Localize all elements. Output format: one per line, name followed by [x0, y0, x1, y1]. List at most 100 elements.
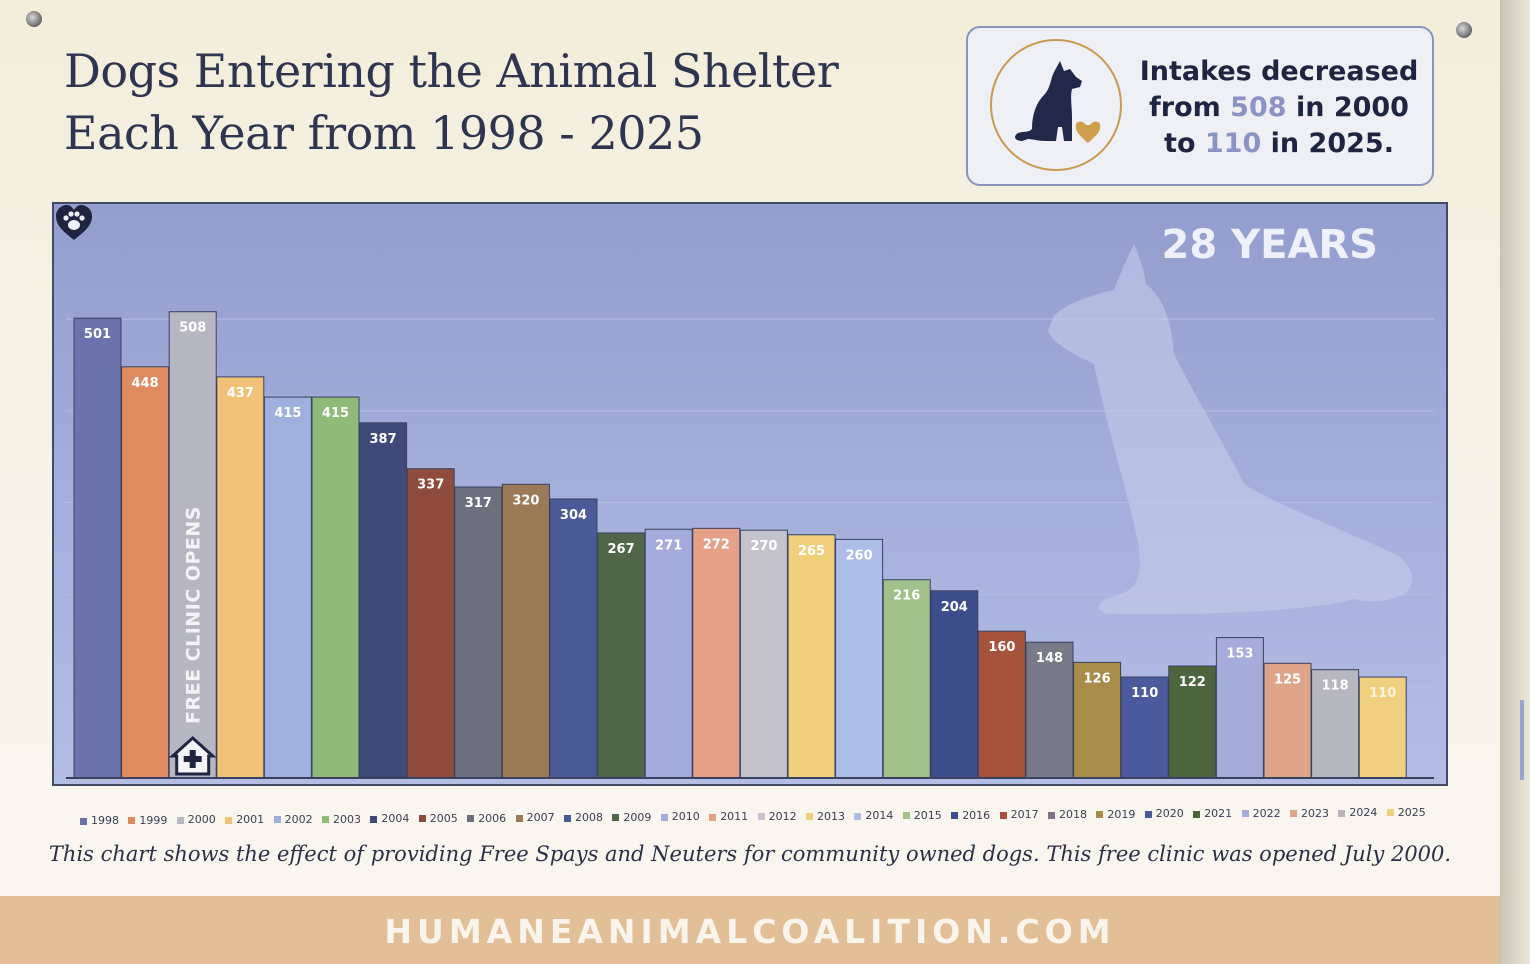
legend-swatch — [273, 816, 281, 824]
value-label-2018: 148 — [1036, 651, 1063, 666]
legend-swatch — [999, 811, 1007, 819]
footer-band — [0, 896, 1500, 964]
callout-text-part: to — [1164, 128, 1205, 159]
legend-item-2009: 2009 — [612, 811, 651, 824]
legend-label: 2014 — [865, 809, 894, 823]
legend-item-2021: 2021 — [1193, 807, 1232, 820]
value-label-1999: 448 — [132, 376, 159, 391]
value-label-2007: 320 — [512, 493, 539, 508]
bar-2009 — [597, 532, 646, 779]
value-label-2006: 317 — [465, 496, 492, 511]
legend-item-2022: 2022 — [1241, 807, 1281, 820]
title-line-1: Dogs Entering the Animal Shelter — [64, 44, 839, 98]
legend-swatch — [564, 814, 571, 822]
bar-2023 — [1263, 662, 1312, 779]
value-label-2000: 508 — [179, 321, 206, 336]
bar-1998 — [73, 317, 122, 779]
bar-2024 — [1311, 669, 1360, 779]
callout-value-from: 508 — [1230, 92, 1287, 123]
legend-label: 2020 — [1155, 807, 1184, 821]
legend-swatch — [1048, 811, 1055, 819]
value-label-2010: 271 — [655, 538, 682, 553]
value-label-2016: 204 — [941, 600, 968, 615]
callout-text-part: in 2000 — [1286, 92, 1409, 123]
value-label-2008: 304 — [560, 508, 587, 523]
value-label-2021: 122 — [1179, 675, 1206, 690]
legend-swatch — [370, 815, 378, 823]
legend-item-2007: 2007 — [515, 811, 555, 824]
value-label-2004: 387 — [370, 432, 397, 447]
legend-swatch — [951, 812, 959, 820]
legend-item-2001: 2001 — [225, 813, 264, 826]
legend-item-2010: 2010 — [660, 810, 700, 824]
value-label-2002: 415 — [274, 406, 301, 421]
legend-swatch — [1144, 810, 1152, 818]
legend-item-2011: 2011 — [709, 810, 748, 823]
value-label-2023: 125 — [1274, 672, 1301, 687]
bar-2008 — [549, 498, 598, 779]
legend-item-2017: 2017 — [999, 808, 1039, 822]
bar-2006 — [454, 486, 503, 779]
value-label-2024: 118 — [1322, 679, 1349, 694]
value-label-2015: 216 — [893, 589, 920, 604]
years-badge: 28 YEARS — [1161, 222, 1378, 268]
legend-item-2019: 2019 — [1096, 808, 1135, 821]
legend-label: 1999 — [139, 813, 168, 827]
legend-label: 2000 — [187, 813, 216, 827]
value-label-2025: 110 — [1369, 686, 1396, 701]
legend-swatch — [1096, 811, 1104, 819]
legend-label: 2010 — [671, 810, 700, 824]
bar-2007 — [501, 483, 550, 779]
legend-label: 2017 — [1010, 808, 1039, 822]
legend-swatch — [1241, 810, 1249, 818]
legend-swatch — [1386, 809, 1394, 817]
legend-label: 2004 — [381, 812, 410, 826]
legend-swatch — [176, 816, 184, 824]
legend-swatch — [418, 815, 426, 823]
bar-1999 — [121, 366, 170, 779]
value-label-2013: 265 — [798, 544, 825, 559]
callout-text-part: from — [1149, 92, 1231, 123]
callout-line-2: from 508 in 2000 — [1138, 90, 1420, 126]
legend-swatch — [225, 816, 233, 824]
paw-heart-icon — [56, 205, 92, 240]
legend-label: 2008 — [575, 811, 603, 824]
legend-swatch — [902, 812, 910, 820]
legend-item-2012: 2012 — [757, 810, 797, 823]
bar-2015 — [882, 579, 931, 779]
legend-item-2002: 2002 — [273, 812, 313, 826]
chart-canvas: 501 448 508 437 415 415 387 337 317 320 304 267 271 2… — [66, 244, 1434, 779]
bar-2013 — [787, 534, 836, 779]
value-label-2017: 160 — [988, 640, 1015, 655]
legend-item-2015: 2015 — [902, 809, 942, 822]
legend-item-1998: 1998 — [80, 814, 119, 827]
value-label-2005: 337 — [417, 478, 444, 493]
legend-swatch — [806, 813, 813, 820]
legend-swatch — [709, 813, 717, 821]
bar-2012 — [739, 529, 788, 779]
legend-item-2000: 2000 — [176, 813, 216, 827]
legend-label: 2002 — [284, 812, 313, 826]
bar-2001 — [216, 376, 265, 779]
value-label-2001: 437 — [227, 386, 254, 401]
dog-with-heart-icon — [990, 39, 1122, 171]
bar-2017 — [977, 630, 1026, 779]
free-clinic-annotation: FREE CLINIC OPENS — [183, 506, 205, 724]
clinic-house-icon — [168, 735, 217, 776]
value-label-2014: 260 — [846, 548, 873, 563]
screw-icon — [1456, 22, 1472, 38]
legend-label: 2016 — [962, 808, 991, 822]
value-label-2022: 153 — [1226, 647, 1253, 662]
chart-title: Dogs Entering the Animal Shelter Each Ye… — [64, 40, 839, 164]
legend-label: 2024 — [1349, 806, 1378, 820]
bar-2011 — [692, 527, 741, 779]
legend-label: 2025 — [1397, 805, 1426, 819]
bar-2005 — [406, 468, 455, 779]
value-labels: 501 448 508 437 415 415 387 337 317 320 304 267 271 2… — [84, 321, 1396, 701]
value-label-1998: 501 — [84, 327, 111, 342]
value-label-2012: 270 — [750, 539, 777, 554]
bar-2019 — [1073, 661, 1122, 779]
legend-label: 2018 — [1059, 808, 1087, 821]
dog-silhouette-icon — [1048, 244, 1413, 615]
adjacent-panel-edge — [1520, 700, 1524, 780]
